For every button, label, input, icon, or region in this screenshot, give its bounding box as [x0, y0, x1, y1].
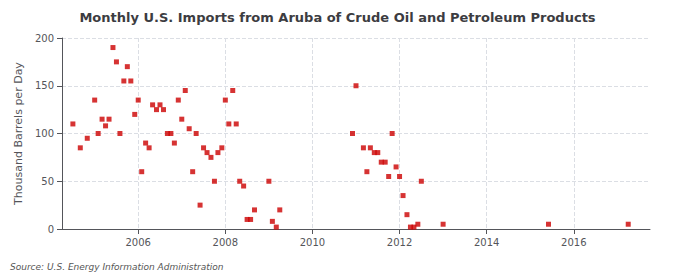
- svg-text:Monthly U.S. Imports from Arub: Monthly U.S. Imports from Aruba of Crude…: [79, 10, 595, 25]
- svg-text:2014: 2014: [474, 237, 499, 248]
- svg-text:100: 100: [35, 128, 54, 139]
- svg-text:150: 150: [35, 80, 54, 91]
- svg-text:2010: 2010: [300, 237, 325, 248]
- svg-text:2012: 2012: [387, 237, 412, 248]
- svg-text:2006: 2006: [125, 237, 150, 248]
- svg-text:200: 200: [35, 33, 54, 44]
- svg-text:Source: U.S. Energy Informatio: Source: U.S. Energy Information Administ…: [10, 262, 224, 272]
- svg-text:50: 50: [41, 176, 54, 187]
- svg-text:2008: 2008: [213, 237, 238, 248]
- svg-text:2016: 2016: [561, 237, 586, 248]
- svg-text:Thousand Barrels per Day: Thousand Barrels per Day: [12, 62, 25, 206]
- svg-text:0: 0: [48, 224, 54, 235]
